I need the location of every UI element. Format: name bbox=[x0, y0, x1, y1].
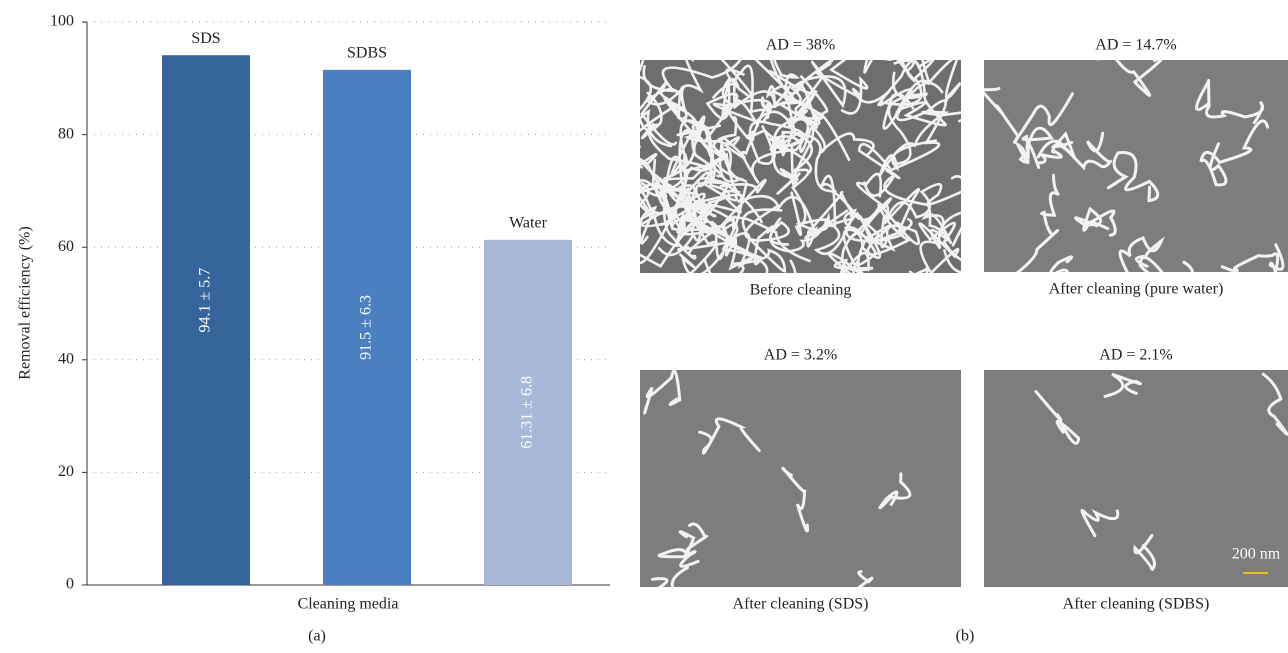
y-tick-label: 100 bbox=[50, 13, 74, 30]
value-label: 61.31 ± 6.8 bbox=[519, 376, 536, 449]
image-caption: Before cleaning bbox=[750, 282, 852, 299]
category-label: Water bbox=[509, 214, 547, 231]
y-tick-label: 0 bbox=[66, 576, 74, 593]
scale-bar-label: 200 nm bbox=[1232, 546, 1281, 563]
image-title: AD = 14.7% bbox=[1095, 37, 1176, 54]
image-caption: After cleaning (SDBS) bbox=[1063, 596, 1210, 613]
sem-image bbox=[506, 0, 1015, 372]
x-axis-label: Cleaning media bbox=[298, 596, 399, 613]
y-tick-label: 40 bbox=[58, 350, 74, 367]
y-axis-label: Removal efficiency (%) bbox=[17, 226, 34, 379]
figure: Removal efficiency (%) Cleaning media (a… bbox=[0, 0, 1288, 653]
sem-image bbox=[640, 370, 961, 613]
panel-label: (b) bbox=[956, 628, 975, 645]
nanotube bbox=[543, 134, 648, 233]
panel-label: (a) bbox=[308, 628, 326, 645]
sem-image bbox=[975, 31, 1288, 302]
sem-image: 200 nm bbox=[984, 370, 1288, 587]
value-label: 94.1 ± 5.7 bbox=[197, 268, 214, 333]
nanotube bbox=[853, 262, 923, 373]
image-caption: After cleaning (SDS) bbox=[733, 596, 869, 613]
image-title: AD = 2.1% bbox=[1099, 347, 1172, 364]
y-tick-label: 20 bbox=[58, 463, 74, 480]
image-caption: After cleaning (pure water) bbox=[1049, 281, 1224, 298]
nanotube bbox=[506, 115, 642, 188]
y-tick-label: 80 bbox=[58, 125, 74, 142]
image-title: AD = 3.2% bbox=[764, 347, 837, 364]
nanotube bbox=[875, 268, 928, 322]
y-tick-label: 60 bbox=[58, 238, 74, 255]
category-label: SDS bbox=[191, 30, 220, 47]
image-title: AD = 38% bbox=[766, 37, 835, 54]
category-label: SDBS bbox=[347, 45, 387, 62]
value-label: 91.5 ± 6.3 bbox=[358, 295, 375, 360]
